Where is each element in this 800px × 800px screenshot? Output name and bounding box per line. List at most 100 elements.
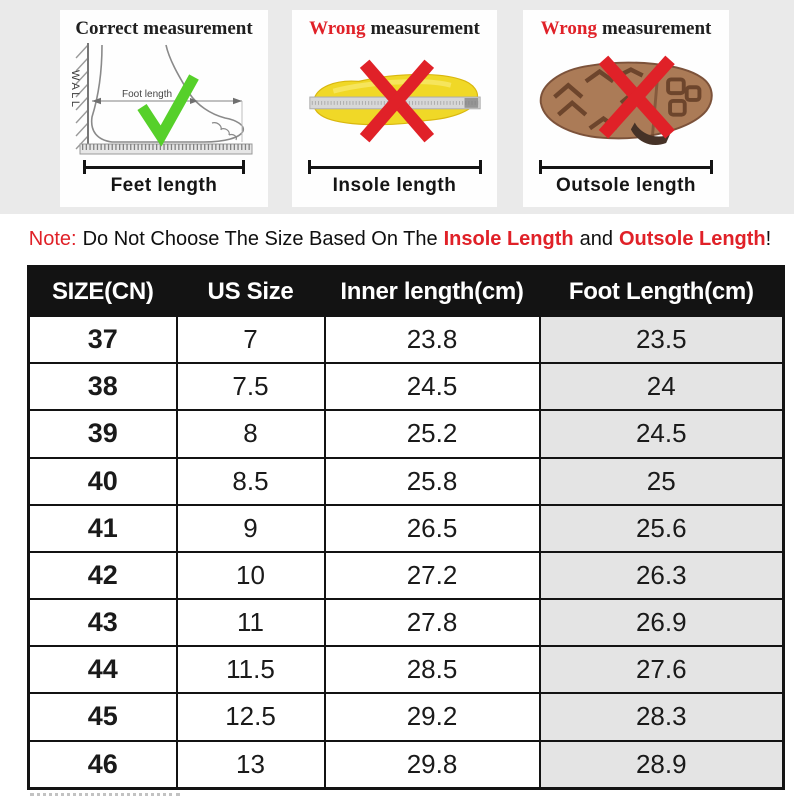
- inner-length-cell: 27.8: [323, 598, 541, 648]
- foot-length-cell: 24.5: [538, 409, 785, 459]
- panel-caption: Insole length: [332, 175, 457, 196]
- foot-length-cell: 24: [538, 362, 785, 412]
- size-cn-cell: 42: [27, 550, 178, 601]
- check-icon: [137, 74, 199, 147]
- panel-title-rest: measurement: [370, 18, 480, 39]
- foot-length-cell: 26.3: [538, 550, 785, 601]
- arrow-left-icon: [92, 97, 101, 105]
- panel-title-rest: measurement: [601, 18, 712, 39]
- header-foot-length: Foot Length(cm): [538, 265, 785, 317]
- arrow-right-icon: [233, 97, 242, 105]
- inner-length-cell: 24.5: [323, 362, 541, 412]
- inner-length-cell: 29.2: [323, 692, 541, 742]
- inner-length-cell: 28.5: [323, 645, 541, 695]
- table-row: 38 7.5 24.5 24: [27, 362, 785, 412]
- size-cn-cell: 40: [27, 456, 178, 506]
- note-highlight-outsole: Outsole Length: [618, 228, 766, 250]
- header-size-cn: SIZE(CN): [27, 265, 178, 317]
- inner-length-cell: 26.5: [323, 503, 541, 553]
- panel-title: Correct measurement: [75, 17, 252, 41]
- us-size-cell: 7: [175, 314, 326, 365]
- panel-caption: Feet length: [110, 175, 218, 196]
- panel-title: Wrong measurement: [541, 17, 712, 41]
- panel-title: Wrong measurement: [309, 17, 480, 41]
- us-size-cell: 9: [175, 503, 326, 553]
- measurement-guide-band: Correct measurement WALL: [0, 0, 794, 214]
- note-exclamation: !: [765, 228, 772, 250]
- wall-hatch: [75, 44, 89, 150]
- inner-length-cell: 25.8: [323, 456, 541, 506]
- wrong-measurement-outsole-card: Wrong measurement: [523, 10, 729, 207]
- foot-length-cell: 25.6: [538, 503, 785, 553]
- table-row: 46 13 29.8 28.9: [27, 739, 785, 790]
- us-size-cell: 13: [175, 739, 326, 790]
- size-cn-cell: 44: [27, 645, 178, 695]
- foot-length-cell: 25: [538, 456, 785, 506]
- foot-length-cell: 27.6: [538, 645, 785, 695]
- size-cn-cell: 41: [27, 503, 178, 553]
- table-row: 43 11 27.8 26.9: [27, 598, 785, 648]
- table-row: 37 7 23.8 23.5: [27, 314, 785, 365]
- toe-details: [211, 122, 237, 141]
- length-bracket: [307, 160, 482, 174]
- inner-length-cell: 29.8: [323, 739, 541, 790]
- us-size-cell: 11: [175, 598, 326, 648]
- insole-highlight: [332, 79, 451, 94]
- panel-title-rest: measurement: [143, 18, 253, 39]
- panel-title-highlight: Wrong: [309, 18, 366, 39]
- foot-length-cell: 28.3: [538, 692, 785, 742]
- us-size-cell: 7.5: [175, 362, 326, 412]
- outsole-waist-shadow: [630, 122, 671, 146]
- inner-length-cell: 27.2: [323, 550, 541, 601]
- watermark-dots: [30, 793, 180, 796]
- note-bar: Note: Do Not Choose The Size Based On Th…: [0, 214, 800, 265]
- arrow-mid-icon: [190, 98, 198, 104]
- size-cn-cell: 37: [27, 314, 178, 365]
- size-table: SIZE(CN) US Size Inner length(cm) Foot L…: [27, 265, 785, 790]
- correct-measurement-card: Correct measurement WALL: [60, 10, 268, 207]
- us-size-cell: 10: [175, 550, 326, 601]
- us-size-cell: 12.5: [175, 692, 326, 742]
- table-row: 40 8.5 25.8 25: [27, 456, 785, 506]
- note-label: Note:: [28, 228, 77, 250]
- size-cn-cell: 45: [27, 692, 178, 742]
- insole-diagram: [308, 59, 481, 143]
- length-bracket: [539, 160, 713, 174]
- tape-end: [464, 98, 478, 108]
- size-cn-cell: 46: [27, 739, 178, 790]
- length-bracket: [83, 160, 245, 174]
- ruler: [79, 143, 253, 155]
- header-inner-length: Inner length(cm): [323, 265, 541, 317]
- cross-icon: [359, 59, 434, 143]
- foot-length-label: Foot length: [122, 89, 172, 100]
- note-text: Do Not Choose The Size Based On The: [82, 228, 438, 250]
- table-row: 41 9 26.5 25.6: [27, 503, 785, 553]
- size-cn-cell: 43: [27, 598, 178, 648]
- panel-caption: Outsole length: [556, 175, 696, 196]
- panel-title-highlight: Wrong: [540, 18, 597, 39]
- foot-measure-diagram: WALL Foot length: [69, 43, 253, 155]
- size-cn-cell: 39: [27, 409, 178, 459]
- heel-lugs: [666, 77, 702, 117]
- inner-length-cell: 23.8: [323, 314, 541, 365]
- panel-title-highlight: Correct: [75, 18, 139, 39]
- note-conjunction: and: [579, 228, 613, 250]
- inner-length-cell: 25.2: [323, 409, 541, 459]
- table-header-row: SIZE(CN) US Size Inner length(cm) Foot L…: [27, 265, 785, 317]
- size-cn-cell: 38: [27, 362, 178, 412]
- table-row: 44 11.5 28.5 27.6: [27, 645, 785, 695]
- outsole-diagram: [539, 55, 713, 146]
- table-row: 45 12.5 29.2 28.3: [27, 692, 785, 742]
- us-size-cell: 8.5: [175, 456, 326, 506]
- us-size-cell: 11.5: [175, 645, 326, 695]
- foot-length-cell: 26.9: [538, 598, 785, 648]
- cross-icon: [598, 55, 675, 139]
- header-us-size: US Size: [175, 265, 326, 317]
- us-size-cell: 8: [175, 409, 326, 459]
- note-highlight-insole: Insole Length: [443, 228, 574, 250]
- foot-length-cell: 28.9: [538, 739, 785, 790]
- table-row: 39 8 25.2 24.5: [27, 409, 785, 459]
- foot-length-cell: 23.5: [538, 314, 785, 365]
- size-table-body: 37 7 23.8 23.5 38 7.5 24.5 24 39 8 25.2 24.5 40 8.5 25…: [27, 314, 785, 790]
